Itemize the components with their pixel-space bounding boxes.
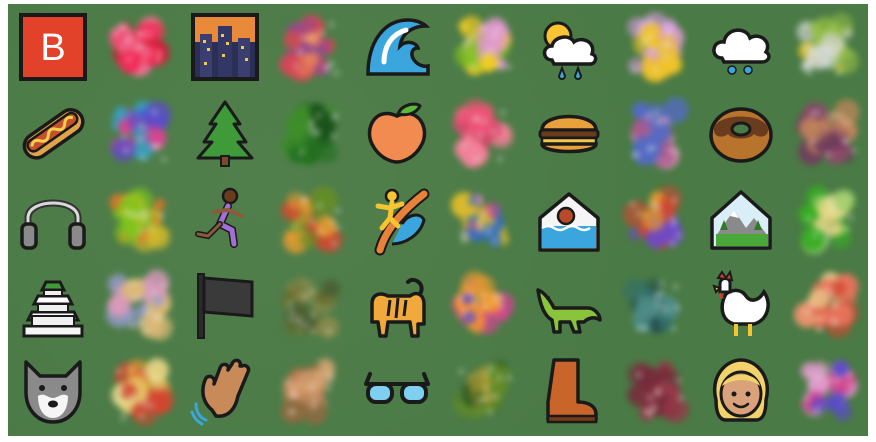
hamburger-icon — [531, 95, 607, 171]
generated-wolf-face-icon — [101, 353, 177, 429]
house-flood-icon — [531, 181, 607, 257]
tiger-icon — [359, 267, 435, 343]
generated-person-running-icon — [273, 181, 349, 257]
generated-sun-behind-rain-cloud-icon — [617, 9, 693, 85]
generated-waving-hand-icon — [273, 353, 349, 429]
mountain-landscape-icon — [703, 181, 779, 257]
generated-person-surfing-icon — [445, 181, 521, 257]
glasses-icon — [359, 353, 435, 429]
wolf-face-icon — [15, 353, 91, 429]
generated-glasses-icon — [445, 353, 521, 429]
generated-japanese-castle-icon — [101, 267, 177, 343]
generated-mountain-landscape-icon — [789, 181, 865, 257]
snow-cloud-icon — [703, 9, 779, 85]
generated-snow-cloud-icon — [789, 9, 865, 85]
generated-crocodile-icon — [617, 267, 693, 343]
emoji-grid: B — [8, 4, 868, 436]
generated-boot-icon — [617, 353, 693, 429]
doughnut-icon — [703, 95, 779, 171]
crocodile-icon — [531, 267, 607, 343]
generated-peach-icon — [445, 95, 521, 171]
evergreen-tree-icon — [187, 95, 263, 171]
generated-night-city-icon — [273, 9, 349, 85]
waving-hand-icon — [187, 353, 263, 429]
sun-behind-rain-cloud-icon — [531, 9, 607, 85]
generated-hot-dog-icon — [101, 95, 177, 171]
b-button-icon: B — [15, 9, 91, 85]
black-flag-icon — [187, 267, 263, 343]
night-city-icon — [187, 9, 263, 85]
generated-headphone-icon — [101, 181, 177, 257]
generated-house-flood-icon — [617, 181, 693, 257]
generated-water-wave-icon — [445, 9, 521, 85]
generated-doughnut-icon — [789, 95, 865, 171]
hot-dog-icon — [15, 95, 91, 171]
generated-b-button-icon — [101, 9, 177, 85]
person-surfing-icon — [359, 181, 435, 257]
peach-icon — [359, 95, 435, 171]
generated-hamburger-icon — [617, 95, 693, 171]
generated-tiger-icon — [445, 267, 521, 343]
b-letter: B — [40, 27, 65, 69]
japanese-castle-icon — [15, 267, 91, 343]
person-running-icon — [187, 181, 263, 257]
water-wave-icon — [359, 9, 435, 85]
woman-blond-hair-icon — [703, 353, 779, 429]
boot-icon — [531, 353, 607, 429]
generated-evergreen-tree-icon — [273, 95, 349, 171]
generated-rooster-icon — [789, 267, 865, 343]
rooster-icon — [703, 267, 779, 343]
generated-woman-blond-hair-icon — [789, 353, 865, 429]
generated-black-flag-icon — [273, 267, 349, 343]
headphone-icon — [15, 181, 91, 257]
